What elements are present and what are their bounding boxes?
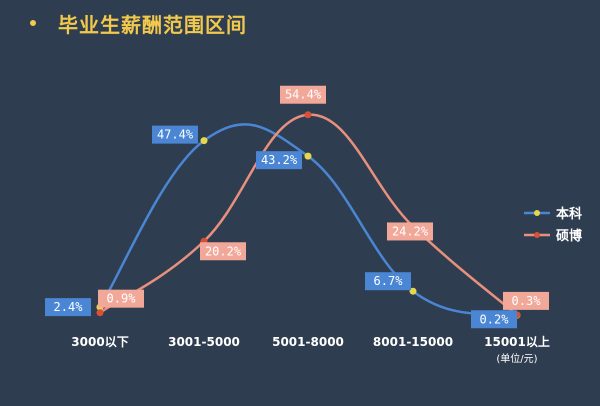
data-label-box	[503, 291, 549, 310]
data-point	[200, 137, 208, 145]
data-label-box	[98, 289, 144, 308]
data-point	[304, 111, 312, 119]
data-label: 2.4%	[54, 300, 84, 314]
data-point	[409, 287, 417, 295]
data-label: 0.9%	[107, 292, 137, 306]
x-unit-note: (单位/元)	[496, 352, 537, 365]
data-label-box	[256, 151, 302, 170]
data-label-box	[152, 125, 198, 144]
data-label: 47.4%	[157, 128, 194, 142]
legend-label: 本科	[556, 206, 582, 222]
data-label: 20.2%	[205, 244, 242, 258]
series-line-graduate	[99, 113, 518, 316]
data-label-box	[471, 310, 517, 329]
x-tick-label: 5001-8000	[272, 335, 344, 349]
data-label: 6.7%	[374, 274, 404, 288]
chart-title: 毕业生薪酬范围区间	[58, 12, 247, 37]
legend-label: 硕博	[556, 228, 582, 244]
data-label: 54.4%	[285, 88, 322, 102]
data-label: 0.3%	[512, 294, 542, 308]
title-row: 毕业生薪酬范围区间	[30, 8, 247, 38]
data-label-box	[45, 298, 91, 317]
legend-swatch-marker	[534, 210, 540, 216]
data-point	[304, 152, 312, 160]
data-point	[96, 309, 104, 317]
legend-swatch-marker	[534, 232, 540, 238]
x-tick-label: 8001-15000	[373, 335, 453, 349]
data-label: 24.2%	[392, 224, 429, 238]
data-label-box	[200, 242, 246, 261]
title-bullet-icon	[30, 20, 36, 26]
x-tick-label: 3001-5000	[168, 335, 240, 349]
x-tick-label: 3000以下	[71, 335, 128, 349]
data-label-box	[365, 272, 411, 291]
data-label: 0.2%	[480, 312, 510, 326]
x-tick-label: 15001以上	[484, 334, 550, 349]
data-label-box	[280, 85, 326, 104]
data-label: 43.2%	[261, 153, 298, 167]
data-label-box	[387, 222, 433, 241]
